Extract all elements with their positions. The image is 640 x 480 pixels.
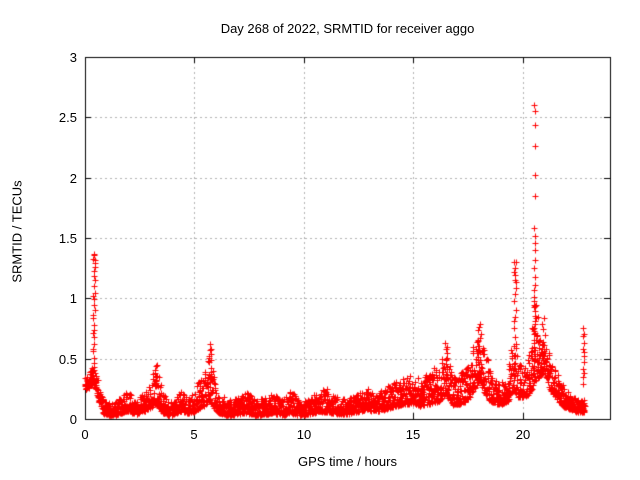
x-tick-label: 10 [296,427,312,442]
chart-title: Day 268 of 2022, SRMTID for receiver agg… [220,21,475,36]
y-axis-label: SRMTID / TECUs [9,180,25,283]
y-tick-label: 3 [69,50,77,65]
y-tick-label: 2.5 [58,110,77,125]
y-tick-label: 0.5 [58,352,77,367]
x-axis-label: GPS time / hours [298,454,397,469]
y-tick-label: 2 [69,171,77,186]
y-tick-label: 0 [69,412,77,427]
y-tick-label: 1 [69,291,77,306]
x-tick-label: 15 [405,427,421,442]
x-tick-label: 5 [190,427,198,442]
x-tick-label: 0 [81,427,89,442]
y-tick-label: 1.5 [58,231,77,246]
x-tick-label: 20 [515,427,531,442]
